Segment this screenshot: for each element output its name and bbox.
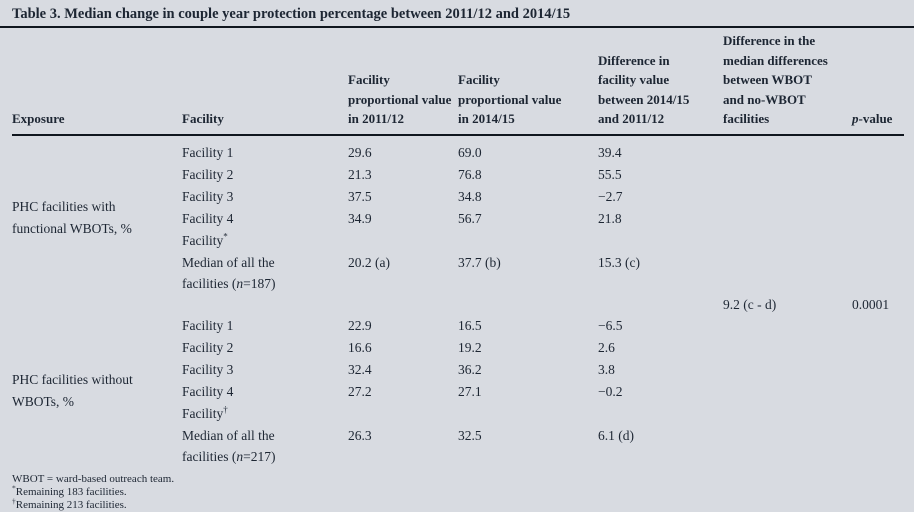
table-row: Facility 4 27.2 27.1 −0.2 <box>12 381 904 403</box>
value-diff: 3.8 <box>598 361 615 377</box>
table-row: Facility 2 16.6 19.2 2.6 <box>12 337 904 359</box>
value-2014: 56.7 <box>458 210 482 226</box>
value-diff: −0.2 <box>598 383 623 399</box>
facility-label: Facility 2 <box>182 166 234 182</box>
value-diff: 6.1 (d) <box>598 427 634 443</box>
value-2014 <box>458 403 598 425</box>
value-2011: 20.2 (a) <box>348 254 390 270</box>
footnotes: WBOT = ward-based outreach team. *Remain… <box>12 473 904 512</box>
table-row: Facility 2 21.3 76.8 55.5 <box>12 164 904 186</box>
value-2011: 16.6 <box>348 339 372 355</box>
data-table: Exposure Facility Facility proportional … <box>12 28 904 468</box>
value-2014: 16.5 <box>458 317 482 333</box>
col-header-facility: Facility <box>182 28 348 136</box>
value-diff <box>598 403 723 425</box>
value-2014: 32.5 <box>458 427 482 443</box>
col-header-median-difference: Difference in the median differences bet… <box>723 28 852 136</box>
facility-label: Facility 4 <box>182 383 234 399</box>
facility-label: Facility 3 <box>182 188 234 204</box>
value-2011: 29.6 <box>348 144 372 160</box>
median-row-no-wbot: Median of all the facilities (n=217) 26.… <box>12 425 904 468</box>
value-2011: 37.5 <box>348 188 372 204</box>
summary-row: 9.2 (c - d) 0.0001 <box>12 295 904 315</box>
facility-label: Facility 1 <box>182 144 234 160</box>
value-2014 <box>458 230 598 252</box>
value-median-diff <box>723 135 852 164</box>
exposure-label-no-wbot: PHC facilities without WBOTs, % <box>12 372 133 409</box>
footnote-wbot-definition: WBOT = ward-based outreach team. <box>12 472 175 485</box>
header-row: Exposure Facility Facility proportional … <box>12 28 904 136</box>
footnote-remaining-183: *Remaining 183 facilities. <box>12 482 127 498</box>
table-figure: Table 3. Median change in couple year pr… <box>0 3 914 511</box>
value-diff: 21.8 <box>598 210 622 226</box>
facility-label: Facility 1 <box>182 317 234 333</box>
value-2011: 32.4 <box>348 361 372 377</box>
facility-label: Facility 4 <box>182 210 234 226</box>
value-2011 <box>348 403 458 425</box>
col-header-difference: Difference in facility value between 201… <box>598 28 723 136</box>
value-2014: 34.8 <box>458 188 482 204</box>
value-2011: 27.2 <box>348 383 372 399</box>
col-header-exposure: Exposure <box>12 28 182 136</box>
col-header-value-2011: Facility proportional value in 2011/12 <box>348 28 458 136</box>
table-row: Facility 3 32.4 36.2 3.8 <box>12 359 904 381</box>
median-label: Median of all the facilities (n=187) <box>182 254 276 291</box>
value-2011: 22.9 <box>348 317 372 333</box>
value-2011 <box>348 230 458 252</box>
value-diff: −6.5 <box>598 317 623 333</box>
facility-label: Facility* <box>182 231 228 248</box>
value-diff <box>598 230 723 252</box>
value-diff: 39.4 <box>598 144 622 160</box>
col-header-p-value: p-value <box>852 28 904 136</box>
median-difference-value: 9.2 (c - d) <box>723 296 777 312</box>
value-diff: 15.3 (c) <box>598 254 640 270</box>
value-2014: 76.8 <box>458 166 482 182</box>
exposure-label-wbot: PHC facilities with functional WBOTs, % <box>12 199 132 236</box>
value-p <box>852 135 904 164</box>
value-2011: 34.9 <box>348 210 372 226</box>
table-row: PHC facilities without WBOTs, % Facility… <box>12 315 904 410</box>
table-row: Facility* <box>12 230 904 252</box>
table-row: Facility† <box>12 403 904 425</box>
table-row: Facility 3 37.5 34.8 −2.7 <box>12 186 904 208</box>
value-2014: 69.0 <box>458 144 482 160</box>
table-title: Table 3. Median change in couple year pr… <box>0 3 914 28</box>
table-row: PHC facilities with functional WBOTs, % … <box>12 135 904 237</box>
p-value-result: 0.0001 <box>852 296 890 312</box>
facility-label: Facility† <box>182 404 228 421</box>
footnote-remaining-213: †Remaining 213 facilities. <box>12 495 127 511</box>
median-row-wbot: Median of all the facilities (n=187) 20.… <box>12 252 904 295</box>
value-diff: 55.5 <box>598 166 622 182</box>
col-header-value-2014: Facility proportional value in 2014/15 <box>458 28 598 136</box>
table-row: Facility 4 34.9 56.7 21.8 <box>12 208 904 230</box>
value-2014: 36.2 <box>458 361 482 377</box>
value-2011: 26.3 <box>348 427 372 443</box>
value-diff: 2.6 <box>598 339 615 355</box>
facility-label: Facility 2 <box>182 339 234 355</box>
value-2014: 19.2 <box>458 339 482 355</box>
value-2011: 21.3 <box>348 166 372 182</box>
p-value-italic: p <box>852 111 859 126</box>
value-2014: 37.7 (b) <box>458 254 501 270</box>
median-label: Median of all the facilities (n=217) <box>182 427 276 464</box>
value-diff: −2.7 <box>598 188 623 204</box>
facility-label: Facility 3 <box>182 361 234 377</box>
value-2014: 27.1 <box>458 383 482 399</box>
p-value-rest: -value <box>858 111 893 126</box>
